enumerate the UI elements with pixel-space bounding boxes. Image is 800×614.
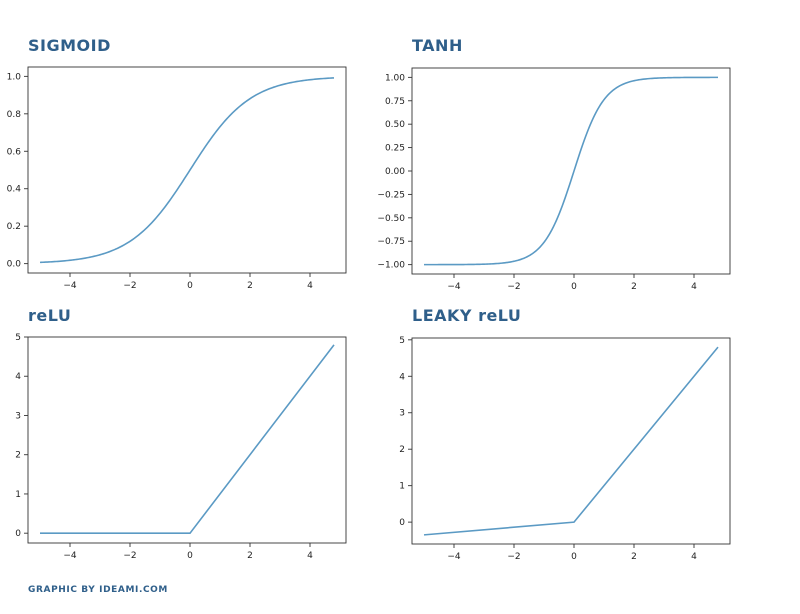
footer-credit: GRAPHIC BY IDEAMI.COM — [28, 585, 168, 595]
relu-y-tick-label: 4 — [15, 372, 21, 382]
tanh-y-tick-label: 0.25 — [385, 144, 405, 154]
leaky-relu-axes-frame — [411, 337, 731, 545]
leaky-relu-x-tick-label: 2 — [631, 552, 637, 562]
leaky-relu-y-tick-label: 3 — [399, 409, 405, 419]
tanh-y-tick-label: 0.00 — [385, 167, 405, 177]
relu-x-tick-label: 2 — [247, 551, 253, 561]
tanh-y-tick-label: 0.75 — [385, 97, 405, 107]
relu-y-tick-label: 5 — [15, 333, 21, 343]
tanh-plot: −4 −2 0 2 4 −1.00 −0.75 −0.50 −0.25 0.00 0.25 0.50 0… — [377, 67, 731, 292]
tanh-x-tick-label: 0 — [571, 282, 577, 292]
tanh-series-line — [424, 76, 718, 266]
leaky-relu-y-tick-label: 5 — [399, 336, 405, 346]
leaky-relu-y-tick-label: 2 — [399, 445, 405, 455]
relu-y-tick-label: 2 — [15, 451, 21, 461]
sigmoid-x-tick-label: −4 — [63, 281, 77, 291]
relu-plot: −4 −2 0 2 4 0 1 2 3 4 5 — [15, 333, 347, 561]
sigmoid-y-tick-label: 0.8 — [7, 110, 22, 120]
sigmoid-y-tick-label: 0.2 — [7, 222, 21, 232]
relu-series-line — [40, 344, 335, 534]
relu-axes-frame — [27, 336, 347, 544]
sigmoid-axes-frame — [27, 66, 347, 274]
relu-y-tick-label: 3 — [15, 411, 21, 421]
leaky-relu-x-tick-label: 0 — [571, 552, 577, 562]
tanh-y-tick-label: −0.25 — [377, 190, 405, 200]
relu-x-tick-label: −4 — [63, 551, 77, 561]
leaky-relu-y-tick-label: 4 — [399, 372, 405, 382]
sigmoid-y-tick-label: 0.4 — [7, 185, 22, 195]
relu-y-tick-label: 1 — [15, 490, 21, 500]
leaky-relu-y-tick-label: 0 — [399, 518, 405, 528]
leaky-relu-x-tick-label: −2 — [507, 552, 520, 562]
tanh-y-tick-label: −0.50 — [377, 214, 405, 224]
relu-x-tick-label: 4 — [307, 551, 313, 561]
tanh-y-tick-label: 0.50 — [385, 120, 405, 130]
tanh-x-tick-label: −2 — [507, 282, 520, 292]
tanh-x-tick-label: 2 — [631, 282, 637, 292]
sigmoid-y-tick-label: 1.0 — [7, 72, 22, 82]
relu-x-tick-label: −2 — [123, 551, 136, 561]
sigmoid-x-tick-label: 4 — [307, 281, 313, 291]
tanh-y-tick-label: −0.75 — [377, 237, 405, 247]
tanh-x-tick-label: 4 — [691, 282, 697, 292]
sigmoid-y-tick-label: 0.0 — [7, 260, 22, 270]
tanh-y-tick-label: −1.00 — [377, 261, 405, 271]
leaky-relu-plot: −4 −2 0 2 4 0 1 2 3 4 5 — [399, 336, 731, 562]
relu-title: reLU — [28, 306, 72, 325]
tanh-x-tick-label: −4 — [447, 282, 461, 292]
tanh-title: TANH — [412, 36, 463, 55]
sigmoid-x-tick-label: −2 — [123, 281, 136, 291]
leaky-relu-x-tick-label: 4 — [691, 552, 697, 562]
leaky-relu-y-tick-label: 1 — [399, 482, 405, 492]
sigmoid-title: SIGMOID — [28, 36, 111, 55]
tanh-y-tick-label: 1.00 — [385, 73, 405, 83]
leaky-relu-title: LEAKY reLU — [412, 306, 522, 325]
sigmoid-x-tick-label: 0 — [187, 281, 193, 291]
sigmoid-series-line — [39, 77, 335, 264]
relu-y-tick-label: 0 — [15, 529, 21, 539]
leaky-relu-series-line — [423, 346, 719, 536]
relu-x-tick-label: 0 — [187, 551, 193, 561]
sigmoid-y-tick-label: 0.6 — [7, 147, 22, 157]
sigmoid-plot: −4 −2 0 2 4 0.0 0.2 0.4 0.6 0.8 1.0 — [7, 66, 347, 291]
sigmoid-x-tick-label: 2 — [247, 281, 253, 291]
leaky-relu-x-tick-label: −4 — [447, 552, 461, 562]
tanh-axes-frame — [411, 67, 731, 275]
